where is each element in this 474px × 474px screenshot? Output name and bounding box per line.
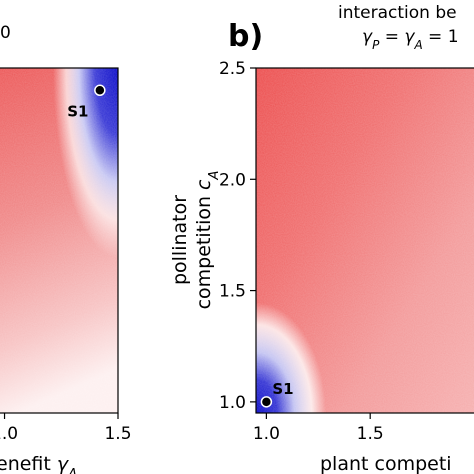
- panel-b-y-label-line1: pollinator: [169, 195, 191, 285]
- heatmap-a-noise: [0, 68, 118, 413]
- panel-b-frame: [255, 67, 474, 414]
- panel-b-y-tick-label: 2.5: [219, 59, 246, 79]
- panel-a-s1-label: S1: [67, 102, 88, 120]
- heatmap-b: [256, 68, 474, 413]
- panel-a-frame: [0, 67, 119, 414]
- panel-b-y-tick-label: 1.0: [219, 393, 246, 413]
- panel-b-s1-point: [260, 396, 273, 408]
- panel-b-letter: b): [228, 19, 263, 54]
- panel-a-x-label: enefit γA: [0, 453, 77, 474]
- panel-a-x-tick-label: 1.5: [104, 424, 131, 444]
- panel-b-y-ticks: 1.0 1.5 2.0 2.5: [219, 59, 256, 413]
- panel-b-x-tick-label: 1.0: [253, 424, 280, 444]
- panel-a-top-fragment: 0: [0, 23, 11, 43]
- heatmap-a: [0, 68, 118, 413]
- panel-b-title-line1: interaction be: [338, 3, 457, 23]
- panel-b-y-tick-label: 2.0: [219, 170, 246, 190]
- panel-b-title-line2: γP = γA = 1: [362, 27, 459, 52]
- panel-b-s1-label: S1: [272, 380, 293, 398]
- panel-b-x-ticks: 1.0 1.5: [253, 413, 384, 444]
- panel-b: b) interaction be γP = γA = 1 1.0 1.5 1.0…: [169, 3, 474, 474]
- panel-b-y-label-line2: competition cA: [193, 171, 222, 310]
- heatmap-b-noise: [256, 68, 474, 413]
- panel-b-y-label: pollinator competition cA: [169, 171, 222, 310]
- panel-b-x-tick-label: 1.5: [357, 424, 384, 444]
- panel-b-y-tick-label: 1.5: [219, 282, 246, 302]
- panel-a-s1-point: [94, 84, 106, 97]
- panel-a: 1.0 1.5 S1 0 enefit γA: [0, 23, 132, 474]
- panel-a-x-ticks: 1.0 1.5: [0, 413, 132, 444]
- panel-a-x-tick-label: 1.0: [0, 424, 18, 444]
- panel-b-x-label: plant competi: [320, 453, 452, 474]
